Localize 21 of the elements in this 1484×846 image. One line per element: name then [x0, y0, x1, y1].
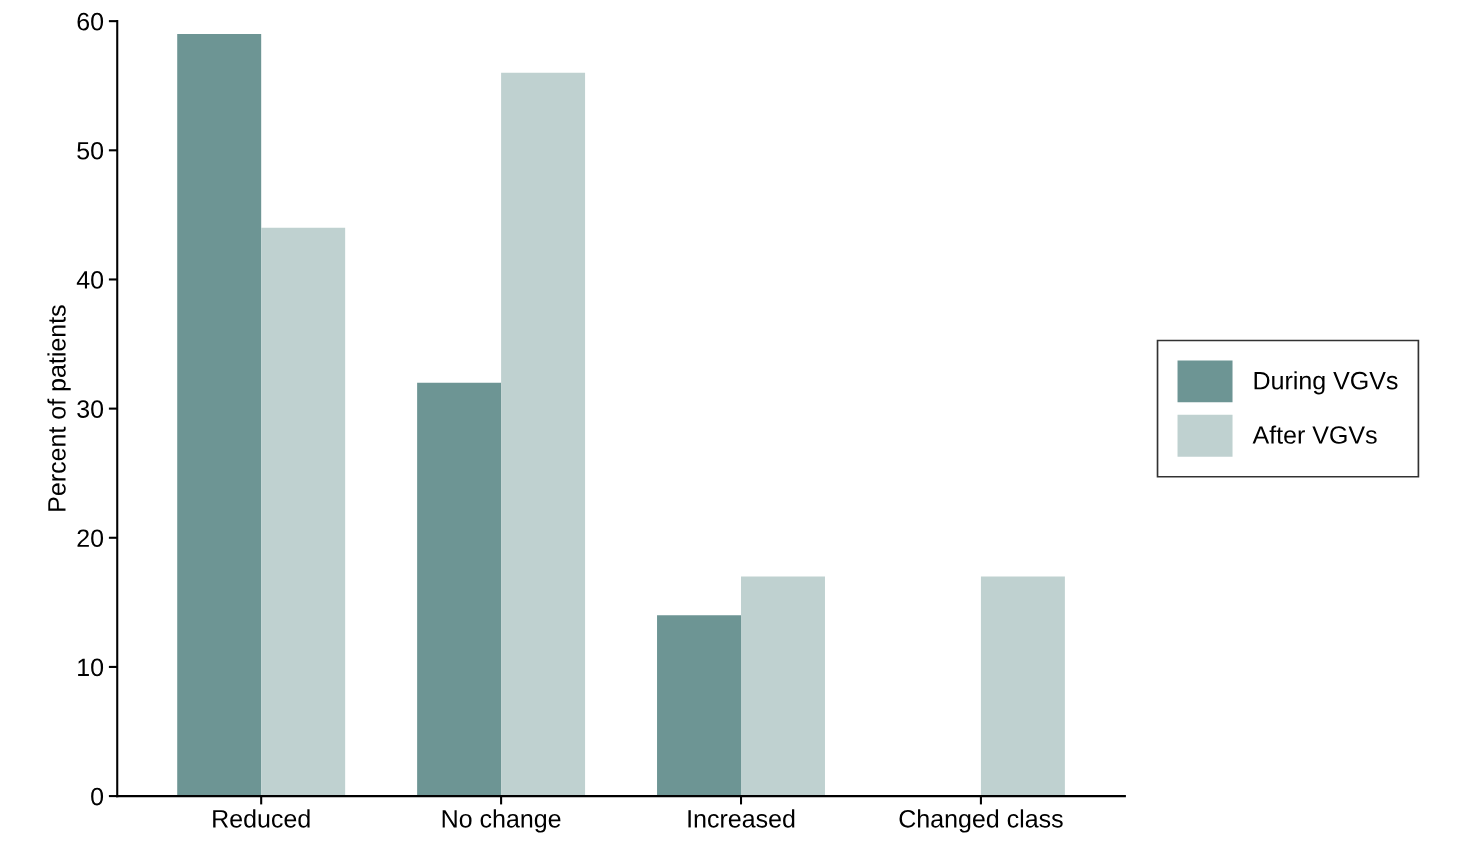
- x-tick-label: Reduced: [213, 809, 310, 828]
- bar: [980, 576, 1065, 797]
- legend-label: During VGVs: [1254, 371, 1398, 395]
- x-tick-label: No change: [442, 809, 561, 833]
- bar: [177, 34, 262, 797]
- y-tick-label: 50: [77, 141, 104, 160]
- y-tick-label: 30: [77, 400, 104, 418]
- y-tick-label: 10: [78, 658, 104, 677]
- y-tick-label: 40: [76, 271, 104, 289]
- x-tick-label: Increased: [688, 809, 795, 828]
- legend-label: After VGVs: [1252, 425, 1377, 444]
- bar: [741, 576, 825, 797]
- y-axis-title: Percent of patients: [47, 305, 71, 511]
- y-tick-label: 60: [77, 12, 104, 31]
- bar: [657, 615, 742, 797]
- bar: [261, 227, 346, 797]
- x-tick-label: Changed class: [899, 809, 1063, 833]
- bar: [501, 72, 586, 797]
- y-tick-label: 0: [91, 787, 104, 806]
- y-tick-label: 20: [77, 529, 104, 548]
- bar: [417, 382, 502, 797]
